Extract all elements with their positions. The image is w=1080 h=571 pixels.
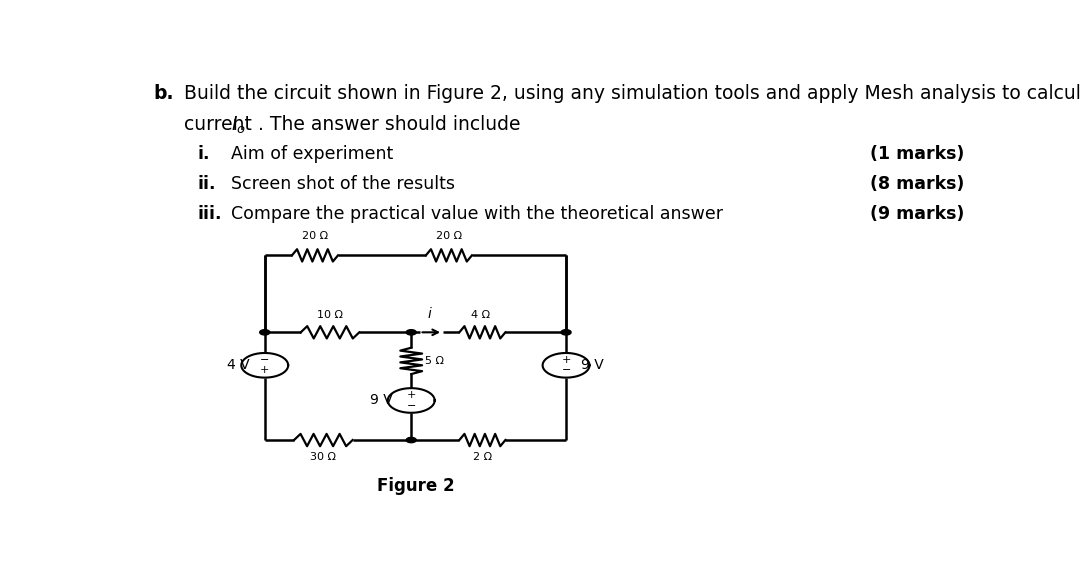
Text: (1 marks): (1 marks): [869, 146, 964, 163]
Text: 5 Ω: 5 Ω: [424, 356, 444, 366]
Text: (9 marks): (9 marks): [869, 205, 964, 223]
Text: +: +: [406, 391, 416, 400]
Text: i.: i.: [198, 146, 211, 163]
Polygon shape: [406, 329, 416, 335]
Text: . The answer should include: . The answer should include: [253, 115, 521, 134]
Polygon shape: [406, 437, 416, 443]
Text: 30 Ω: 30 Ω: [310, 452, 336, 463]
Text: +: +: [562, 355, 570, 365]
Text: Figure 2: Figure 2: [377, 477, 455, 496]
Text: 4 V: 4 V: [227, 358, 249, 372]
Text: −: −: [260, 355, 269, 365]
Text: 4 Ω: 4 Ω: [471, 310, 490, 320]
Text: −: −: [562, 365, 570, 376]
Text: 20 Ω: 20 Ω: [436, 231, 462, 242]
Text: 9 V: 9 V: [370, 393, 393, 408]
Text: b.: b.: [153, 84, 174, 103]
Text: current: current: [184, 115, 257, 134]
Polygon shape: [561, 329, 571, 335]
Text: iii.: iii.: [198, 205, 222, 223]
Text: Screen shot of the results: Screen shot of the results: [231, 175, 456, 193]
Text: 10 Ω: 10 Ω: [318, 310, 343, 320]
Polygon shape: [259, 329, 270, 335]
Text: 20 Ω: 20 Ω: [302, 231, 328, 242]
Text: 2 Ω: 2 Ω: [473, 452, 491, 463]
Text: +: +: [260, 365, 269, 376]
Text: $\mathit{I}_o$: $\mathit{I}_o$: [231, 115, 246, 136]
Text: $i$: $i$: [427, 306, 432, 321]
Text: Compare the practical value with the theoretical answer: Compare the practical value with the the…: [231, 205, 724, 223]
Text: Aim of experiment: Aim of experiment: [231, 146, 393, 163]
Text: ii.: ii.: [198, 175, 216, 193]
Text: 9 V: 9 V: [581, 358, 604, 372]
Text: (8 marks): (8 marks): [869, 175, 964, 193]
Text: Build the circuit shown in Figure 2, using any simulation tools and apply Mesh a: Build the circuit shown in Figure 2, usi…: [184, 84, 1080, 103]
Text: −: −: [406, 401, 416, 411]
